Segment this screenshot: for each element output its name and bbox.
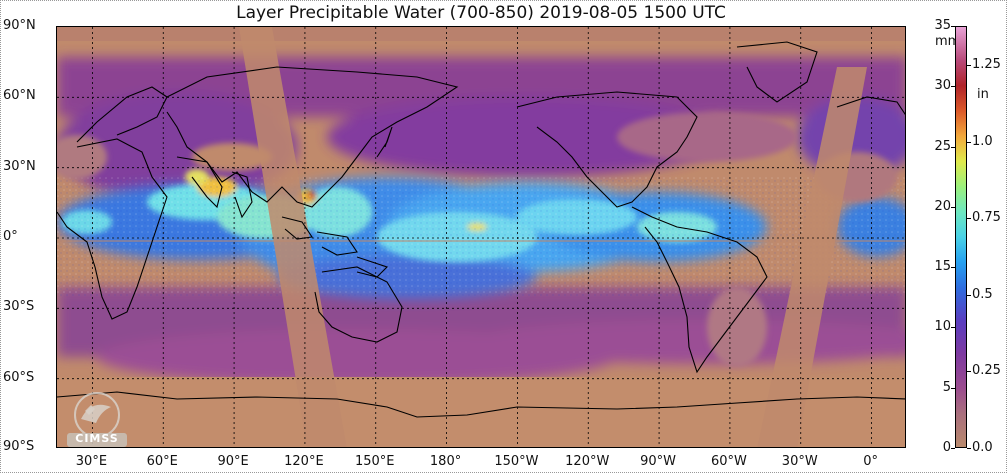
latitude-label: 30°N [3, 158, 36, 174]
latitude-label: 90°N [3, 18, 36, 33]
colorbar-tick-mm: 25 [934, 138, 951, 154]
colorbar-tickmark [951, 26, 955, 27]
longitude-label: 60°E [146, 454, 178, 469]
colorbar-tickmark [951, 86, 955, 88]
longitude-label: 0° [863, 454, 878, 469]
colorbar-tickmark [967, 218, 971, 220]
colorbar-tickmark [967, 371, 971, 373]
cimss-logo: CIMSS [61, 389, 133, 447]
latitude-label: 60°N [3, 88, 36, 104]
longitude-label: 120°E [284, 454, 324, 469]
map-title: Layer Precipitable Water (700-850) 2019-… [236, 3, 726, 23]
colorbar-unit-mm: mm [935, 34, 961, 49]
colorbar-tick-in: 0.25 [972, 363, 1001, 379]
latitude-label: 30°S [3, 299, 35, 315]
colorbar-unit-in: in [977, 87, 989, 102]
colorbar-tickmark [967, 141, 971, 143]
colorbar [955, 26, 967, 448]
latitude-label: 90°S [3, 439, 35, 454]
colorbar-tickmark [951, 327, 955, 329]
colorbar-tick-in: 1.0 [972, 133, 993, 149]
cimss-logo-text: CIMSS [75, 432, 119, 445]
colorbar-tick-mm: 0 [942, 440, 951, 455]
longitude-label: 90°E [217, 454, 249, 469]
colorbar-tick-in: 0.0 [972, 440, 993, 455]
colorbar-tickmark [967, 65, 971, 67]
graticule [57, 27, 905, 447]
latitude-label: 0° [3, 229, 18, 244]
coastlines [57, 41, 905, 418]
colorbar-tick-mm: 10 [934, 319, 951, 335]
latitude-label: 60°S [3, 369, 35, 385]
colorbar-tickmark [967, 448, 971, 449]
cimss-logo-icon [67, 392, 127, 447]
colorbar-tick-in: 0.5 [972, 286, 993, 302]
colorbar-tickmark [951, 146, 955, 148]
longitude-label: 30°W [781, 454, 818, 469]
moisture-field [57, 27, 905, 447]
colorbar-tick-in: 0.75 [972, 210, 1001, 226]
colorbar-tick-in: 1.25 [972, 57, 1001, 73]
longitude-label: 180° [429, 454, 462, 469]
colorbar-tick-mm: 20 [934, 198, 951, 214]
longitude-label: 120°W [565, 454, 610, 469]
colorbar-tick-mm: 5 [942, 379, 951, 395]
map-panel [56, 26, 906, 448]
longitude-label: 30°E [75, 454, 108, 469]
longitude-label: 150°E [354, 454, 395, 469]
colorbar-tickmark [951, 206, 955, 208]
longitude-label: 60°W [710, 454, 747, 469]
colorbar-tick-mm: 30 [934, 78, 951, 94]
longitude-label: 90°W [640, 454, 677, 469]
colorbar-tickmark [951, 448, 955, 449]
colorbar-tick-mm: 15 [934, 259, 951, 275]
colorbar-tickmark [951, 387, 955, 389]
colorbar-tick-mm: 35 [934, 18, 951, 33]
precipitable-water-map [57, 27, 905, 447]
colorbar-tickmark [951, 267, 955, 269]
colorbar-tickmark [967, 294, 971, 296]
longitude-label: 150°W [494, 454, 539, 469]
